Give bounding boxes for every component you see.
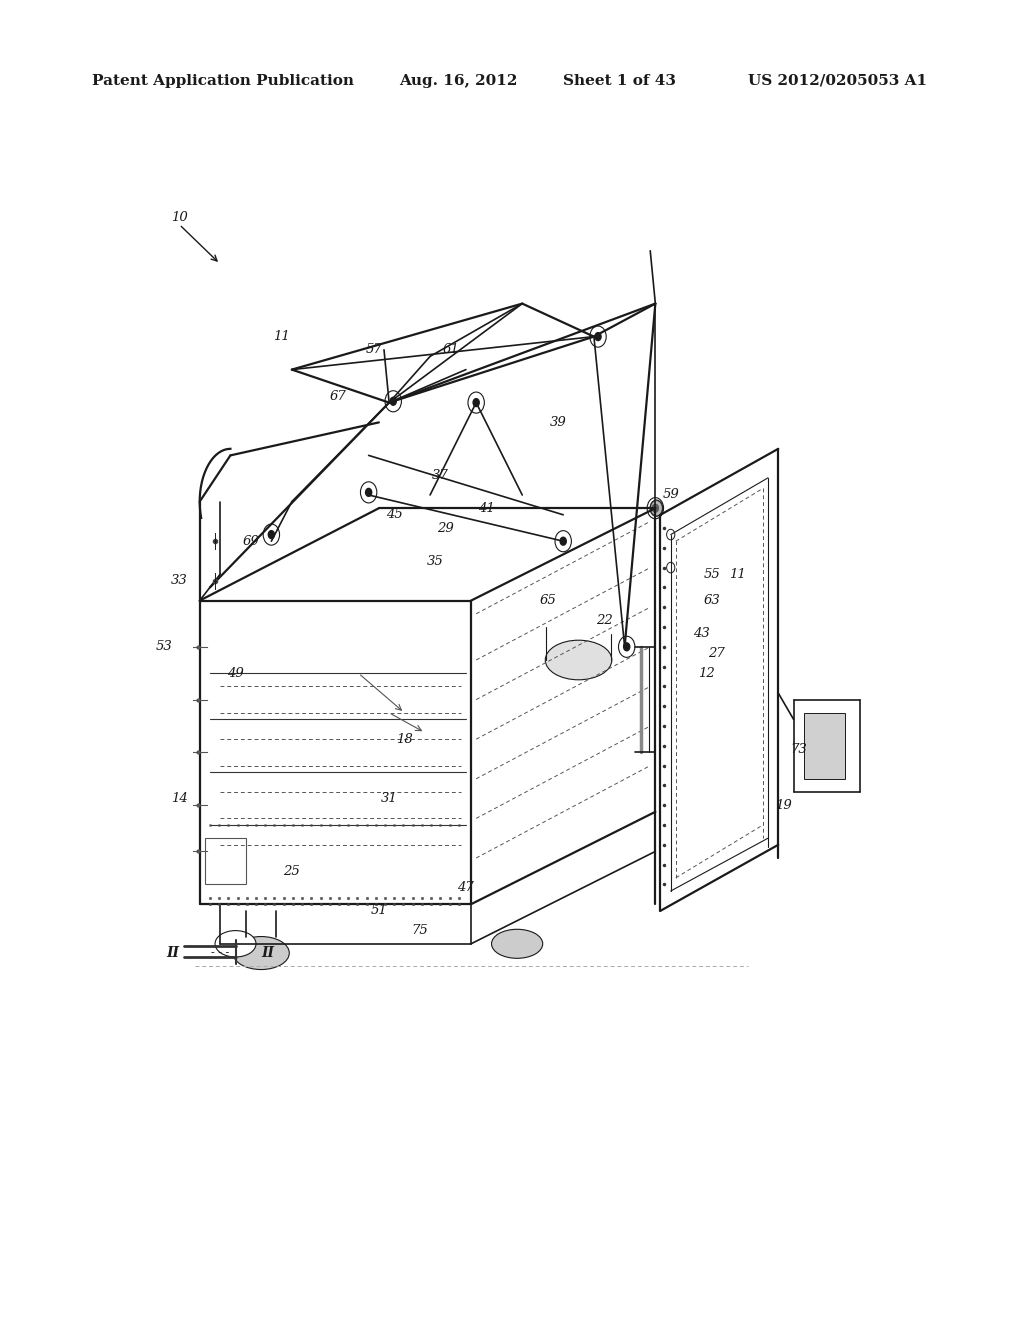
Text: II: II [166, 946, 179, 960]
Text: 47: 47 [458, 880, 474, 894]
Text: Sheet 1 of 43: Sheet 1 of 43 [563, 74, 676, 88]
Text: 45: 45 [386, 508, 402, 521]
Text: 27: 27 [709, 647, 725, 660]
Text: 61: 61 [442, 343, 459, 356]
Ellipse shape [233, 937, 290, 969]
Circle shape [624, 643, 630, 651]
Text: 59: 59 [663, 488, 679, 502]
Text: 53: 53 [156, 640, 172, 653]
Circle shape [560, 537, 566, 545]
Bar [804, 713, 845, 779]
Ellipse shape [492, 929, 543, 958]
Text: Patent Application Publication: Patent Application Publication [92, 74, 354, 88]
Text: 14: 14 [171, 792, 187, 805]
Text: Aug. 16, 2012: Aug. 16, 2012 [399, 74, 518, 88]
Text: 11: 11 [729, 568, 745, 581]
Text: 12: 12 [698, 667, 715, 680]
Text: 49: 49 [227, 667, 244, 680]
Text: 39: 39 [550, 416, 566, 429]
Text: 18: 18 [396, 733, 413, 746]
Text: 31: 31 [381, 792, 397, 805]
Circle shape [652, 504, 658, 512]
Ellipse shape [545, 640, 611, 680]
Text: 65: 65 [540, 594, 556, 607]
Circle shape [595, 333, 601, 341]
Text: 35: 35 [427, 554, 443, 568]
Text: 69: 69 [243, 535, 259, 548]
Text: 11: 11 [273, 330, 290, 343]
Circle shape [390, 397, 396, 405]
Text: 51: 51 [371, 904, 387, 917]
Text: 73: 73 [791, 743, 807, 756]
Ellipse shape [215, 931, 256, 957]
Text: 37: 37 [432, 469, 449, 482]
Text: 43: 43 [693, 627, 710, 640]
Text: 57: 57 [366, 343, 382, 356]
Text: 55: 55 [703, 568, 720, 581]
Text: II: II [261, 946, 274, 960]
Bar [205, 838, 246, 884]
Circle shape [366, 488, 372, 496]
Text: 33: 33 [171, 574, 187, 587]
Text: 67: 67 [330, 389, 346, 403]
Text: 75: 75 [412, 924, 428, 937]
Text: 63: 63 [703, 594, 720, 607]
Text: 19: 19 [775, 799, 792, 812]
Ellipse shape [650, 500, 663, 516]
Text: 25: 25 [284, 865, 300, 878]
Circle shape [473, 399, 479, 407]
Text: 41: 41 [478, 502, 495, 515]
Text: 29: 29 [437, 521, 454, 535]
Circle shape [268, 531, 274, 539]
Text: 22: 22 [596, 614, 612, 627]
Text: 10: 10 [171, 211, 187, 224]
Text: - - -: - - - [211, 948, 229, 958]
Text: US 2012/0205053 A1: US 2012/0205053 A1 [748, 74, 927, 88]
